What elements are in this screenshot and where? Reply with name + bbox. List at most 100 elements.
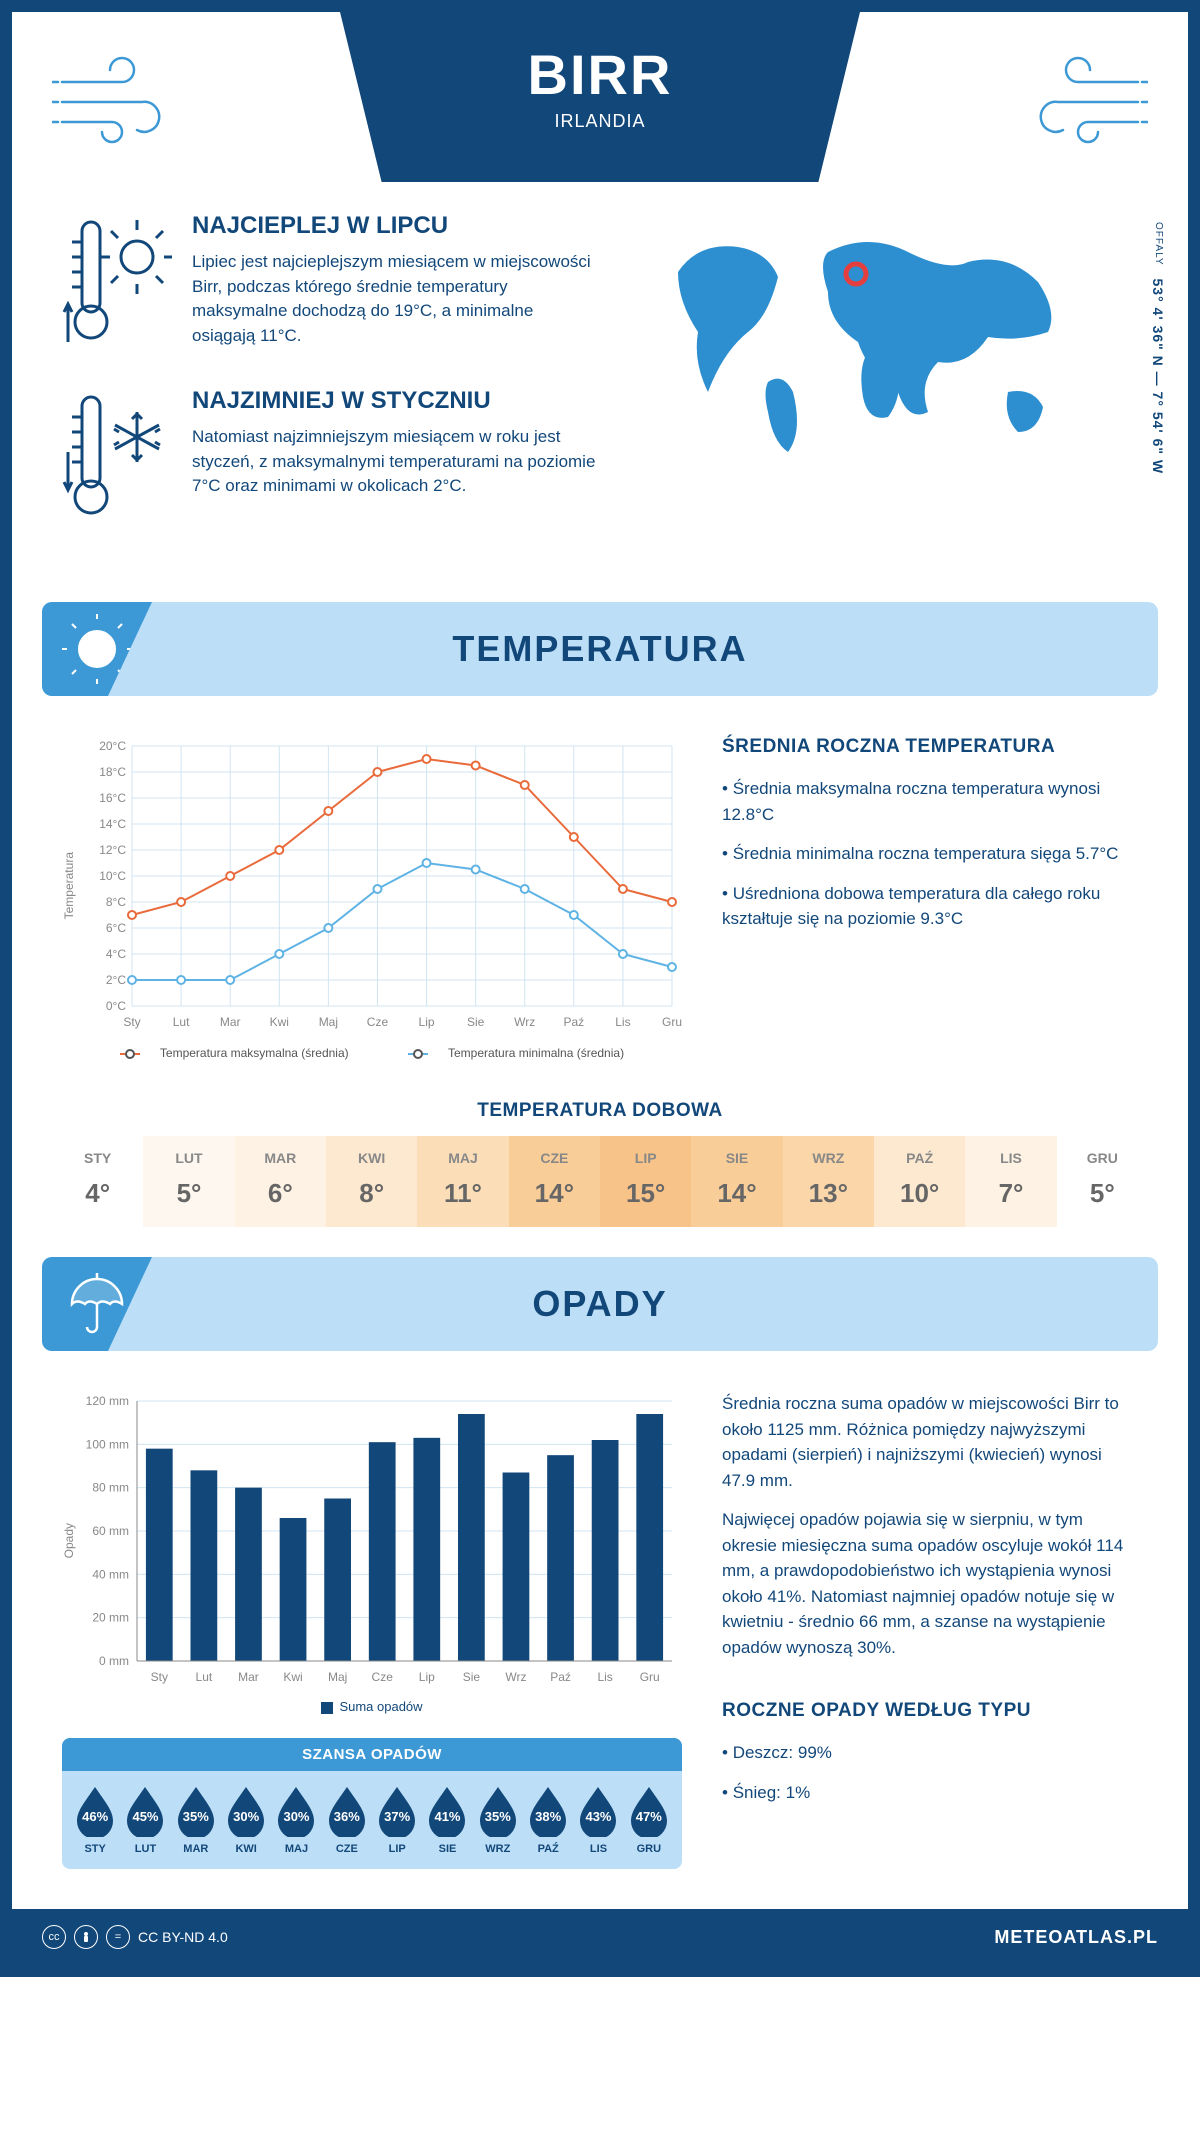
title-banner: BIRR IRLANDIA [340, 12, 860, 182]
coordinates: OFFALY 53° 4' 36" N — 7° 54' 6" W [1150, 222, 1166, 474]
temp-bullet: Uśredniona dobowa temperatura dla całego… [722, 881, 1138, 932]
svg-text:12°C: 12°C [99, 843, 126, 857]
coldest-block: NAJZIMNIEJ W STYCZNIU Natomiast najzimni… [62, 387, 598, 532]
by-icon [74, 1925, 98, 1949]
svg-text:0°C: 0°C [106, 999, 126, 1013]
svg-text:Sty: Sty [123, 1015, 140, 1029]
svg-text:20 mm: 20 mm [92, 1611, 129, 1625]
svg-text:6°C: 6°C [106, 921, 126, 935]
warmest-block: NAJCIEPLEJ W LIPCU Lipiec jest najcieple… [62, 212, 598, 357]
svg-text:120 mm: 120 mm [86, 1394, 129, 1408]
warmest-text: Lipiec jest najcieplejszym miesiącem w m… [192, 250, 598, 349]
temperature-chart: Temperatura 0°C 2°C 4°C 6°C 8°C 10°C 12°C 14°C 1… [62, 736, 682, 1060]
temp-legend: Temperatura maksymalna (średnia) Tempera… [62, 1046, 682, 1060]
dobowa-cell: CZE14° [509, 1136, 600, 1227]
temp-bullet: Średnia maksymalna roczna temperatura wy… [722, 776, 1138, 827]
map-column: OFFALY 53° 4' 36" N — 7° 54' 6" W [638, 212, 1138, 562]
svg-text:Mar: Mar [238, 1670, 259, 1684]
license-text: CC BY-ND 4.0 [138, 1929, 228, 1945]
opady-body: Opady 0 mm20 mm40 mm60 mm80 mm100 mm120 … [12, 1361, 1188, 1889]
rain-chance-drop: 43% LIS [573, 1785, 623, 1855]
dobowa-cell: SIE14° [691, 1136, 782, 1227]
szansa-title: SZANSA OPADÓW [62, 1738, 682, 1771]
opady-ylabel: Opady [62, 1523, 82, 1558]
intro-section: NAJCIEPLEJ W LIPCU Lipiec jest najcieple… [12, 192, 1188, 592]
opady-banner: OPADY [42, 1257, 1158, 1351]
svg-text:4°C: 4°C [106, 947, 126, 961]
cc-icon: cc [42, 1925, 66, 1949]
dobowa-cell: GRU5° [1057, 1136, 1148, 1227]
svg-text:Maj: Maj [319, 1015, 338, 1029]
temp-bullet: Średnia minimalna roczna temperatura się… [722, 841, 1138, 867]
svg-text:Lis: Lis [615, 1015, 630, 1029]
rain-chance-drop: 41% SIE [422, 1785, 472, 1855]
rain-chance-drop: 36% CZE [322, 1785, 372, 1855]
rain-chance-drop: 46% STY [70, 1785, 120, 1855]
coldest-heading: NAJZIMNIEJ W STYCZNIU [192, 387, 598, 415]
opady-typu-list: Deszcz: 99%Śnieg: 1% [722, 1740, 1138, 1805]
svg-text:Wrz: Wrz [514, 1015, 535, 1029]
svg-text:10°C: 10°C [99, 869, 126, 883]
rain-chance-drop: 37% LIP [372, 1785, 422, 1855]
opady-text-2: Najwięcej opadów pojawia się w sierpniu,… [722, 1507, 1138, 1660]
nd-icon: = [106, 1925, 130, 1949]
rain-chance-drop: 35% WRZ [473, 1785, 523, 1855]
svg-text:Sie: Sie [467, 1015, 485, 1029]
rain-chance-drop: 35% MAR [171, 1785, 221, 1855]
svg-text:14°C: 14°C [99, 817, 126, 831]
wind-icon [52, 52, 192, 152]
svg-text:Sie: Sie [463, 1670, 481, 1684]
region-label: OFFALY [1153, 222, 1164, 266]
svg-text:100 mm: 100 mm [86, 1437, 129, 1451]
opady-legend: Suma opadów [62, 1699, 682, 1714]
svg-text:60 mm: 60 mm [92, 1524, 129, 1538]
temp-summary-heading: ŚREDNIA ROCZNA TEMPERATURA [722, 736, 1138, 758]
temp-summary-list: Średnia maksymalna roczna temperatura wy… [722, 776, 1138, 932]
szansa-row: 46% STY 45% LUT 35% MAR 30% KWI 30% MAJ … [62, 1771, 682, 1855]
temperature-line-chart: 0°C 2°C 4°C 6°C 8°C 10°C 12°C 14°C 16°C 18°C 20°C S… [82, 736, 682, 1036]
rain-chance-drop: 47% GRU [624, 1785, 674, 1855]
city-title: BIRR [380, 42, 820, 107]
temp-ylabel: Temperatura [62, 852, 82, 919]
svg-text:Lip: Lip [419, 1670, 435, 1684]
dobowa-cell: STY4° [52, 1136, 143, 1227]
page: BIRR IRLANDIA [0, 0, 1200, 1977]
svg-text:18°C: 18°C [99, 765, 126, 779]
svg-text:Lip: Lip [419, 1015, 435, 1029]
legend-min: Temperatura minimalna (średnia) [448, 1046, 624, 1060]
rain-chance-drop: 45% LUT [120, 1785, 170, 1855]
svg-text:80 mm: 80 mm [92, 1481, 129, 1495]
dobowa-cell: LIP15° [600, 1136, 691, 1227]
svg-text:Paź: Paź [550, 1670, 571, 1684]
svg-text:0 mm: 0 mm [99, 1654, 129, 1668]
svg-text:16°C: 16°C [99, 791, 126, 805]
temperature-body: Temperatura 0°C 2°C 4°C 6°C 8°C 10°C 12°C 14°C 1… [12, 706, 1188, 1080]
svg-text:2°C: 2°C [106, 973, 126, 987]
svg-text:Sty: Sty [151, 1670, 168, 1684]
country-subtitle: IRLANDIA [380, 111, 820, 132]
world-map-icon [638, 212, 1118, 472]
license-block: cc = CC BY-ND 4.0 [42, 1925, 228, 1949]
dobowa-cell: MAR6° [235, 1136, 326, 1227]
dobowa-title: TEMPERATURA DOBOWA [12, 1100, 1188, 1122]
svg-text:20°C: 20°C [99, 739, 126, 753]
svg-text:8°C: 8°C [106, 895, 126, 909]
svg-text:Kwi: Kwi [270, 1015, 289, 1029]
opady-title: OPADY [82, 1283, 1118, 1325]
temperature-banner: TEMPERATURA [42, 602, 1158, 696]
svg-text:Cze: Cze [372, 1670, 394, 1684]
opady-summary: Średnia roczna suma opadów w miejscowośc… [722, 1391, 1138, 1869]
footer: cc = CC BY-ND 4.0 METEOATLAS.PL [12, 1909, 1188, 1965]
temperature-summary: ŚREDNIA ROCZNA TEMPERATURA Średnia maksy… [722, 736, 1138, 1060]
opady-typu-heading: ROCZNE OPADY WEDŁUG TYPU [722, 1700, 1138, 1722]
header: BIRR IRLANDIA [12, 12, 1188, 192]
svg-text:Gru: Gru [640, 1670, 660, 1684]
svg-text:Cze: Cze [367, 1015, 389, 1029]
wind-icon [1008, 52, 1148, 152]
opady-text-1: Średnia roczna suma opadów w miejscowośc… [722, 1391, 1138, 1493]
thermometer-sun-icon [62, 212, 172, 357]
thermometer-snow-icon [62, 387, 172, 532]
svg-text:Wrz: Wrz [505, 1670, 526, 1684]
dobowa-cell: MAJ11° [417, 1136, 508, 1227]
coords-value: 53° 4' 36" N — 7° 54' 6" W [1150, 279, 1166, 475]
